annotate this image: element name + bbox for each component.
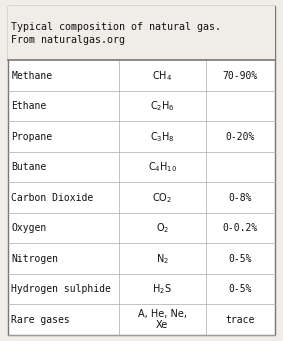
Text: N$_2$: N$_2$ — [156, 252, 169, 266]
Text: trace: trace — [226, 315, 255, 325]
Text: Oxygen: Oxygen — [11, 223, 47, 233]
Text: Ethane: Ethane — [11, 101, 47, 111]
Text: C$_4$H$_{10}$: C$_4$H$_{10}$ — [148, 160, 177, 174]
Text: Nitrogen: Nitrogen — [11, 254, 58, 264]
Text: Hydrogen sulphide: Hydrogen sulphide — [11, 284, 111, 294]
Bar — [8, 6, 275, 60]
Text: Methane: Methane — [11, 71, 52, 80]
Text: Rare gases: Rare gases — [11, 315, 70, 325]
Text: Typical composition of natural gas.
From naturalgas.org: Typical composition of natural gas. From… — [11, 22, 221, 45]
Text: H$_2$S: H$_2$S — [152, 282, 172, 296]
Text: 0-5%: 0-5% — [229, 284, 252, 294]
Text: Propane: Propane — [11, 132, 52, 142]
Text: 0-5%: 0-5% — [229, 254, 252, 264]
Text: Carbon Dioxide: Carbon Dioxide — [11, 193, 94, 203]
Text: O$_2$: O$_2$ — [156, 221, 169, 235]
Text: 0-0.2%: 0-0.2% — [223, 223, 258, 233]
Text: 0-20%: 0-20% — [226, 132, 255, 142]
Text: C$_2$H$_6$: C$_2$H$_6$ — [150, 99, 175, 113]
Text: 0-8%: 0-8% — [229, 193, 252, 203]
Text: A, He, Ne,
Xe: A, He, Ne, Xe — [138, 309, 187, 330]
Text: C$_3$H$_8$: C$_3$H$_8$ — [150, 130, 175, 144]
Text: Butane: Butane — [11, 162, 47, 172]
Text: CO$_2$: CO$_2$ — [152, 191, 172, 205]
Text: CH$_4$: CH$_4$ — [152, 69, 172, 83]
Text: 70-90%: 70-90% — [223, 71, 258, 80]
